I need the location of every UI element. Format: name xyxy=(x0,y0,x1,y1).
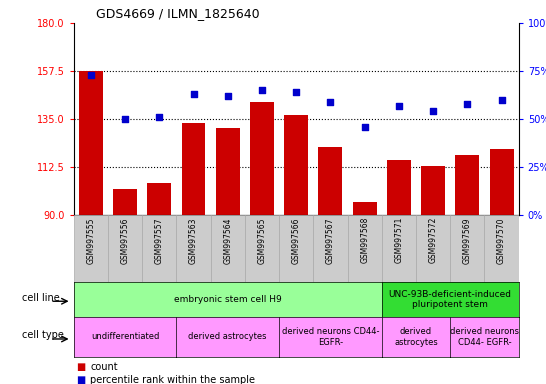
Bar xyxy=(79,71,103,215)
Point xyxy=(121,116,129,122)
Text: GSM997564: GSM997564 xyxy=(223,217,232,263)
Text: ■: ■ xyxy=(76,362,86,372)
Point xyxy=(463,101,472,107)
Text: derived neurons CD44-
EGFR-: derived neurons CD44- EGFR- xyxy=(282,327,379,347)
Point xyxy=(429,108,437,114)
Text: GSM997563: GSM997563 xyxy=(189,217,198,263)
Bar xyxy=(455,155,479,215)
Bar xyxy=(113,189,137,215)
Text: GSM997571: GSM997571 xyxy=(394,217,403,263)
Text: GSM997566: GSM997566 xyxy=(292,217,301,263)
Bar xyxy=(382,215,416,282)
Text: GSM997569: GSM997569 xyxy=(463,217,472,263)
Point xyxy=(395,103,403,109)
Bar xyxy=(74,215,108,282)
Bar xyxy=(142,215,176,282)
Bar xyxy=(387,160,411,215)
Bar xyxy=(181,123,205,215)
Text: derived astrocytes: derived astrocytes xyxy=(188,333,267,341)
Point xyxy=(86,72,95,78)
Text: derived
astrocytes: derived astrocytes xyxy=(394,327,438,347)
Text: GSM997567: GSM997567 xyxy=(326,217,335,263)
Text: GSM997556: GSM997556 xyxy=(121,217,129,263)
Point xyxy=(189,91,198,97)
Bar xyxy=(108,215,142,282)
Bar xyxy=(348,215,382,282)
Bar xyxy=(147,183,171,215)
Bar xyxy=(484,215,519,282)
Text: cell type: cell type xyxy=(22,330,64,340)
Text: GSM997557: GSM997557 xyxy=(155,217,164,263)
Point xyxy=(497,97,506,103)
Bar xyxy=(421,166,445,215)
Bar xyxy=(450,215,484,282)
Bar xyxy=(279,215,313,282)
Text: derived neurons
CD44- EGFR-: derived neurons CD44- EGFR- xyxy=(450,327,519,347)
Bar xyxy=(176,215,211,282)
Bar xyxy=(318,147,342,215)
Text: cell line: cell line xyxy=(22,293,60,303)
Text: count: count xyxy=(90,362,118,372)
Bar xyxy=(216,127,240,215)
Text: GSM997572: GSM997572 xyxy=(429,217,438,263)
Text: GSM997568: GSM997568 xyxy=(360,217,369,263)
Text: embryonic stem cell H9: embryonic stem cell H9 xyxy=(174,295,282,304)
Point xyxy=(292,89,300,95)
Text: GDS4669 / ILMN_1825640: GDS4669 / ILMN_1825640 xyxy=(96,7,259,20)
Bar xyxy=(245,215,279,282)
Bar xyxy=(250,102,274,215)
Point xyxy=(360,124,369,130)
Text: undifferentiated: undifferentiated xyxy=(91,333,159,341)
Bar xyxy=(490,149,514,215)
Text: GSM997555: GSM997555 xyxy=(86,217,96,263)
Text: ■: ■ xyxy=(76,375,86,384)
Text: GSM997570: GSM997570 xyxy=(497,217,506,263)
Text: GSM997565: GSM997565 xyxy=(258,217,266,263)
Text: percentile rank within the sample: percentile rank within the sample xyxy=(90,375,255,384)
Point xyxy=(223,93,232,99)
Bar xyxy=(211,215,245,282)
Point xyxy=(155,114,164,120)
Point xyxy=(258,87,266,93)
Bar xyxy=(313,215,348,282)
Bar xyxy=(353,202,377,215)
Point xyxy=(326,99,335,105)
Bar xyxy=(416,215,450,282)
Bar xyxy=(284,115,308,215)
Text: UNC-93B-deficient-induced
pluripotent stem: UNC-93B-deficient-induced pluripotent st… xyxy=(389,290,512,309)
